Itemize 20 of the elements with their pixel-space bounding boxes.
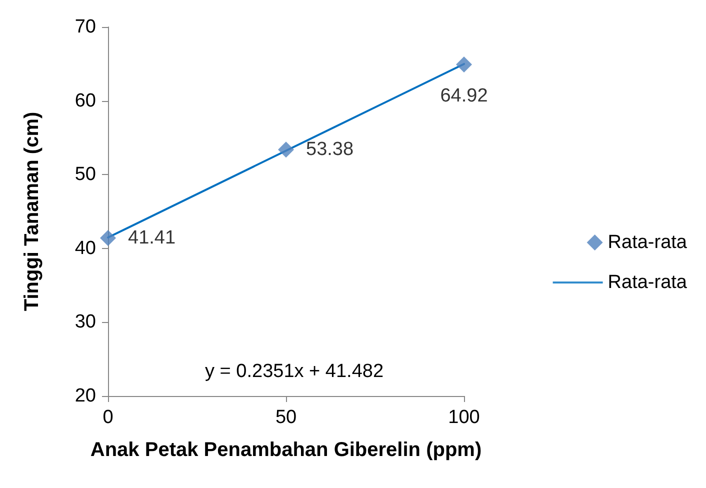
point	[456, 56, 472, 72]
legend-label: Rata-rata	[608, 232, 688, 253]
y-tick-label: 30	[74, 312, 96, 333]
annotation: y = 0.2351x + 41.482	[205, 361, 384, 382]
x-axis-title: Anak Petak Penambahan Giberelin (ppm)	[90, 439, 482, 461]
x-tick-label: 50	[275, 407, 297, 428]
data-label: 64.92	[440, 85, 488, 106]
y-tick-label: 70	[74, 16, 96, 38]
x-tick-label: 0	[102, 407, 114, 428]
data-label: 41.41	[128, 227, 176, 248]
y-tick-label: 50	[74, 164, 96, 186]
point	[278, 142, 294, 158]
y-axis-title: Tinggi Tanaman (cm)	[21, 112, 43, 312]
x-tick-label: 100	[448, 407, 480, 428]
data-label: 53.38	[306, 139, 354, 160]
y-tick-label: 40	[74, 238, 96, 259]
y-tick-label: 20	[74, 386, 96, 406]
y-tick-label: 60	[74, 90, 96, 112]
legend-label: Rata-rata	[608, 272, 688, 293]
point	[100, 230, 116, 246]
